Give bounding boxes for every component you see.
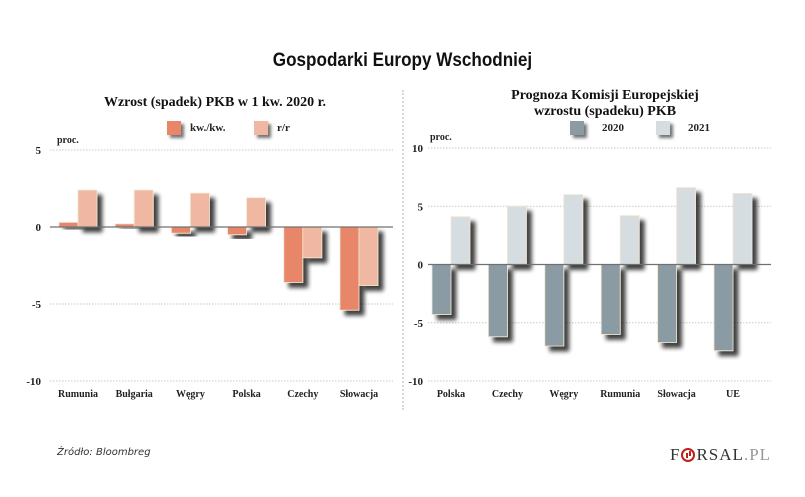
x-tick-label: UE (726, 389, 740, 400)
bar-czechy-2021 (506, 205, 527, 265)
bar-bulgaria-r-r (133, 189, 154, 228)
bar-wegry-2021 (563, 194, 584, 265)
y-tick-label: 10 (412, 143, 424, 155)
legend-item-2020: 2020 (570, 121, 624, 135)
legend-label-2020: 2020 (602, 122, 624, 134)
bar-ue-2021 (732, 193, 753, 265)
y-tick-label: -5 (414, 318, 424, 330)
x-tick-label: Polska (232, 389, 260, 400)
bar-slowacja-2020 (657, 264, 677, 343)
legend-swatch-2020 (570, 121, 584, 135)
legend-swatch-2021 (656, 121, 670, 135)
y-tick-label: 0 (418, 260, 424, 272)
x-tick-label: Bułgaria (116, 389, 153, 400)
panel-divider (402, 90, 404, 410)
legend-item-2021: 2021 (656, 121, 710, 135)
bar-ue-2020 (713, 264, 734, 352)
bar-rumunia-2021 (619, 215, 640, 265)
y-tick-label: -5 (32, 299, 42, 311)
legend-item-rr: r/r (254, 121, 290, 135)
y-tick-label: 5 (418, 201, 424, 213)
right-chart: proc. 10 5 0 -5 -10 Polska Czechy Węgry Rumunia Sł… (408, 132, 771, 400)
bar-rumunia-r-r (77, 189, 98, 228)
y-tick-label: -10 (408, 376, 423, 388)
y-axis-label: proc. (430, 132, 452, 143)
y-tick-label: 5 (36, 145, 42, 157)
legend-label-2021: 2021 (688, 122, 710, 134)
bar-polska-r-r (246, 197, 267, 228)
forsal-logo: F RSAL .PL (670, 445, 771, 465)
source-note: Źródło: Bloombreg (57, 447, 151, 458)
legend-item-kwkw: kw./kw. (167, 121, 225, 135)
left-chart-title: Wzrost (spadek) PKB w 1 kw. 2020 r. (103, 95, 327, 110)
bar-czechy-2020 (487, 264, 508, 338)
main-title: Gospodarki Europy Wschodniej (272, 50, 533, 71)
bar-polska-2020 (431, 264, 452, 315)
x-tick-label: Polska (437, 389, 465, 400)
bar-polska-kw-kw (227, 226, 248, 236)
y-tick-label: 0 (36, 222, 42, 234)
x-tick-label: Węgry (176, 389, 205, 400)
left-chart: proc. 5 0 -5 -10 Rumunia Bułgaria Węgry Polska Cz… (26, 135, 393, 400)
right-chart-title-line-2: wzrostu (spadeku) PKB (533, 104, 677, 119)
logo-suffix: RSAL (696, 445, 744, 464)
x-tick-label: Słowacja (340, 389, 378, 400)
y-tick-label: -10 (26, 376, 41, 388)
right-chart-title-line-1: Prognoza Komisji Europejskiej (511, 88, 699, 103)
bar-slowacja-kw-kw (339, 226, 360, 311)
bar-rumunia-kw-kw (58, 221, 79, 228)
x-tick-label: Rumunia (58, 389, 98, 400)
bar-polska-2021 (450, 216, 471, 265)
x-tick-label: Rumunia (600, 389, 640, 400)
bar-czechy-r-r (302, 226, 323, 259)
x-tick-label: Węgry (549, 389, 578, 400)
bar-wegry-kw-kw (170, 226, 191, 234)
legend-swatch-rr (254, 121, 268, 135)
x-tick-label: Czechy (492, 389, 523, 400)
logo-chart-icon (681, 448, 696, 462)
legend-label-kwkw: kw./kw. (190, 122, 226, 134)
legend-swatch-kwkw (167, 121, 181, 135)
bar-rumunia-2020 (600, 264, 621, 335)
bar-wegry-r-r (189, 192, 210, 228)
legend-label-rr: r/r (277, 122, 290, 134)
bar-slowacja-2021 (676, 187, 696, 265)
bar-slowacja-r-r (358, 226, 379, 286)
right-chart-title: Prognoza Komisji Europejskiej wzrostu (s… (420, 88, 790, 120)
x-tick-label: Czechy (287, 389, 318, 400)
x-tick-label: Słowacja (657, 389, 695, 400)
logo-prefix: F (670, 445, 681, 464)
bar-czechy-kw-kw (283, 226, 304, 283)
logo-domain: .PL (743, 445, 772, 464)
y-axis-label: proc. (57, 135, 79, 146)
bar-wegry-2020 (544, 264, 565, 347)
